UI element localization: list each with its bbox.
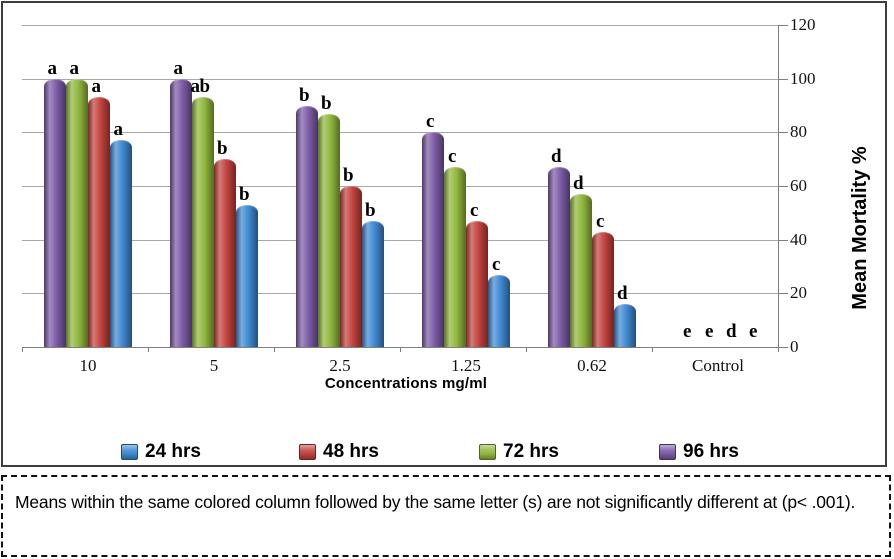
y-tick-label: 40 (790, 229, 807, 249)
legend-label: 48 hrs (323, 441, 379, 462)
sig-letter: a (47, 58, 58, 79)
sig-letter: d (725, 321, 737, 342)
bar (66, 79, 88, 347)
sig-letter: e (705, 321, 713, 342)
sig-letter: c (492, 254, 500, 275)
caption-box: Means within the same colored column fol… (1, 475, 891, 557)
y-axis-tick (778, 186, 788, 187)
sig-letter: ab (190, 76, 210, 97)
sig-letter: a (91, 76, 102, 97)
x-axis-tick (274, 347, 275, 352)
legend-item: 72 hrs (479, 441, 559, 463)
gridline (22, 239, 778, 241)
bar (592, 232, 614, 347)
x-axis-tick (22, 347, 23, 352)
x-category-label: 2.5 (329, 356, 351, 375)
legend-item: 24 hrs (121, 441, 201, 463)
bar (614, 304, 636, 347)
gridline (22, 186, 778, 187)
y-axis-tick (778, 78, 788, 80)
sig-letter: a (69, 58, 80, 79)
y-axis-tick (778, 347, 788, 348)
legend-swatch-icon (659, 444, 676, 460)
bar (296, 106, 318, 347)
bar (192, 97, 214, 347)
x-axis-title: Concentrations mg/ml (324, 375, 488, 392)
y-axis-title: Mean Mortality % (849, 146, 871, 310)
x-axis-tick (778, 347, 779, 352)
gridline (22, 78, 778, 80)
y-tick-label: 60 (790, 176, 807, 195)
sig-letter: c (596, 211, 604, 232)
y-axis-tick (778, 25, 788, 26)
y-tick-label: 80 (790, 122, 807, 142)
sig-letter: d (616, 283, 628, 304)
x-axis-tick (526, 347, 527, 352)
sig-letter: d (572, 173, 584, 194)
sig-letter: b (238, 184, 250, 205)
gridline (22, 25, 778, 26)
legend-label: 24 hrs (145, 441, 201, 462)
legend-swatch-icon (479, 444, 496, 460)
x-axis-tick (400, 347, 401, 352)
x-category-label: 0.62 (577, 356, 607, 375)
bar (570, 194, 592, 347)
x-category-label: 10 (79, 356, 97, 375)
bar (318, 114, 340, 347)
sig-letter: e (749, 321, 757, 342)
y-axis-line (778, 25, 779, 347)
x-category-label: 1.25 (451, 356, 481, 375)
y-tick-label: 120 (790, 15, 816, 34)
bar (488, 275, 510, 347)
bar (422, 132, 444, 347)
sig-letter: b (216, 138, 228, 159)
sig-letter: c (448, 146, 456, 167)
chart-area: 0 20 40 60 80 100 120 a a b c d e a ab b c d e a b b c c d a b b c d e… (1, 1, 887, 467)
bar (110, 140, 132, 347)
sig-letter: b (342, 165, 354, 186)
legend-label: 72 hrs (503, 441, 559, 462)
bar (340, 186, 362, 347)
sig-letter: c (426, 111, 434, 132)
y-tick-label: 100 (790, 68, 816, 88)
y-axis-tick (778, 293, 788, 295)
sig-letter: a (173, 58, 184, 79)
legend-swatch-icon (299, 444, 316, 460)
sig-letter: b (298, 85, 310, 106)
legend-swatch-icon (121, 444, 138, 460)
x-axis-tick (652, 347, 653, 352)
gridline (22, 293, 778, 295)
sig-letter: b (364, 200, 376, 221)
bar (236, 205, 258, 347)
bar (444, 167, 466, 347)
bar (214, 159, 236, 347)
bar (88, 97, 110, 347)
legend-item: 48 hrs (299, 441, 379, 463)
y-tick-label: 0 (790, 337, 799, 356)
legend-item: 96 hrs (659, 441, 739, 463)
bar (170, 79, 192, 347)
x-category-label: Control (692, 356, 744, 375)
sig-letter: c (470, 200, 478, 221)
bar (548, 167, 570, 347)
sig-letter: b (320, 93, 332, 114)
x-category-label: 5 (209, 356, 219, 375)
y-axis-tick (778, 132, 788, 134)
sig-letter: d (550, 146, 562, 167)
gridline (22, 132, 778, 134)
caption-text: Means within the same colored column fol… (15, 492, 856, 512)
sig-letter: a (113, 119, 124, 140)
legend-label: 96 hrs (683, 441, 739, 462)
sig-letter: e (683, 321, 691, 342)
bar (466, 221, 488, 347)
x-axis-tick (148, 347, 149, 352)
bar (44, 79, 66, 347)
y-axis-tick (778, 239, 788, 241)
bar (362, 221, 384, 347)
y-tick-label: 20 (790, 283, 807, 303)
